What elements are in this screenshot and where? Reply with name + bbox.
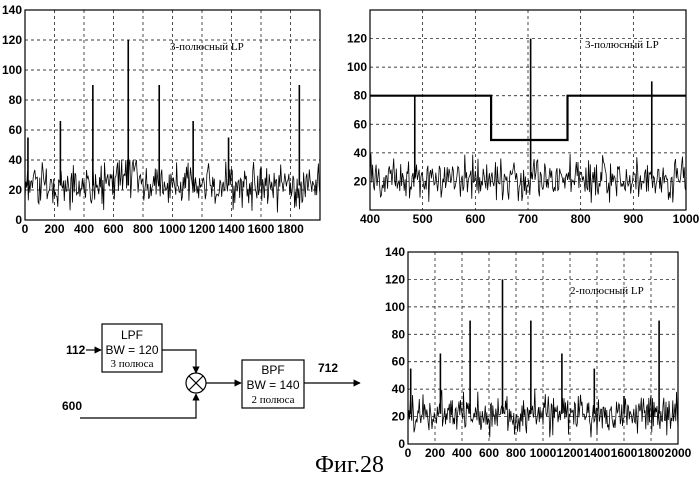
output-signal-label: 712 xyxy=(318,361,338,375)
chart-top-right: 400 500 600 700 800 900 1000 20 40 60 80 100 120 3-по… xyxy=(347,10,699,226)
series-annotation: 3-полюсный LP xyxy=(585,39,659,51)
oscillator-wire xyxy=(80,394,196,418)
y-tick-label: 0 xyxy=(398,437,405,451)
block-diagram: 112 LPF BW = 120 3 полюса 600 BPF BW = 1… xyxy=(62,324,360,418)
y-tick-label: 80 xyxy=(354,89,368,103)
x-tick-label: 900 xyxy=(623,212,643,226)
lpf-bw: BW = 120 xyxy=(105,343,158,357)
y-tick-label: 20 xyxy=(9,183,23,197)
y-tick-label: 120 xyxy=(385,272,405,286)
y-tick-label: 140 xyxy=(385,245,405,259)
chart-bottom-right: 0200400600800100012001400160018002000020… xyxy=(385,245,692,460)
y-tick-label: 120 xyxy=(347,32,367,46)
y-tick-label: 80 xyxy=(9,93,23,107)
y-tick-label: 0 xyxy=(15,213,22,227)
series-annotation: 2-полюсный LP xyxy=(570,285,644,297)
y-tick-label: 40 xyxy=(354,146,368,160)
y-tick-label: 60 xyxy=(9,123,23,137)
x-tick-label: 1400 xyxy=(218,222,245,236)
y-tick-label: 40 xyxy=(9,153,23,167)
y-tick-label: 120 xyxy=(2,33,22,47)
x-tick-label: 1200 xyxy=(189,222,216,236)
input-signal-label: 112 xyxy=(66,343,86,357)
x-tick-label: 500 xyxy=(413,212,433,226)
x-tick-label: 1000 xyxy=(159,222,186,236)
x-tick-label: 700 xyxy=(518,212,538,226)
x-tick-label: 600 xyxy=(103,222,123,236)
bpf-poles: 2 полюса xyxy=(251,394,294,406)
x-tick-label: 1600 xyxy=(248,222,275,236)
mixer-input-label: 600 xyxy=(62,399,82,413)
x-tick-label: 1800 xyxy=(277,222,304,236)
y-tick-label: 140 xyxy=(2,3,22,17)
x-tick-label: 1000 xyxy=(673,212,699,226)
y-tick-label: 60 xyxy=(392,355,406,369)
x-tick-label: 400 xyxy=(74,222,94,236)
series-annotation: 3-полюсный LP xyxy=(170,41,244,53)
y-tick-label: 20 xyxy=(354,174,368,188)
x-tick-label: 600 xyxy=(465,212,485,226)
y-tick-label: 60 xyxy=(354,117,368,131)
bpf-bw: BW = 140 xyxy=(246,378,299,392)
x-tick-label: 0 xyxy=(22,222,29,236)
bpf-name: BPF xyxy=(261,363,284,377)
y-tick-label: 100 xyxy=(347,60,367,74)
lpf-name: LPF xyxy=(121,328,143,342)
x-tick-label: 200 xyxy=(44,222,64,236)
y-tick-label: 80 xyxy=(392,327,406,341)
figure-caption: Фиг.28 xyxy=(0,452,699,479)
x-tick-label: 800 xyxy=(571,212,591,226)
y-tick-label: 20 xyxy=(392,410,406,424)
y-tick-label: 40 xyxy=(392,382,406,396)
lpf-to-mixer-wire xyxy=(162,350,196,373)
x-tick-label: 400 xyxy=(360,212,380,226)
chart-top-left: 0 200 400 600 800 10001200140016001800 0 20 40 60… xyxy=(2,3,320,236)
y-tick-label: 100 xyxy=(385,300,405,314)
lpf-poles: 3 полюса xyxy=(110,358,153,370)
x-tick-label: 800 xyxy=(133,222,153,236)
y-tick-label: 100 xyxy=(2,63,22,77)
